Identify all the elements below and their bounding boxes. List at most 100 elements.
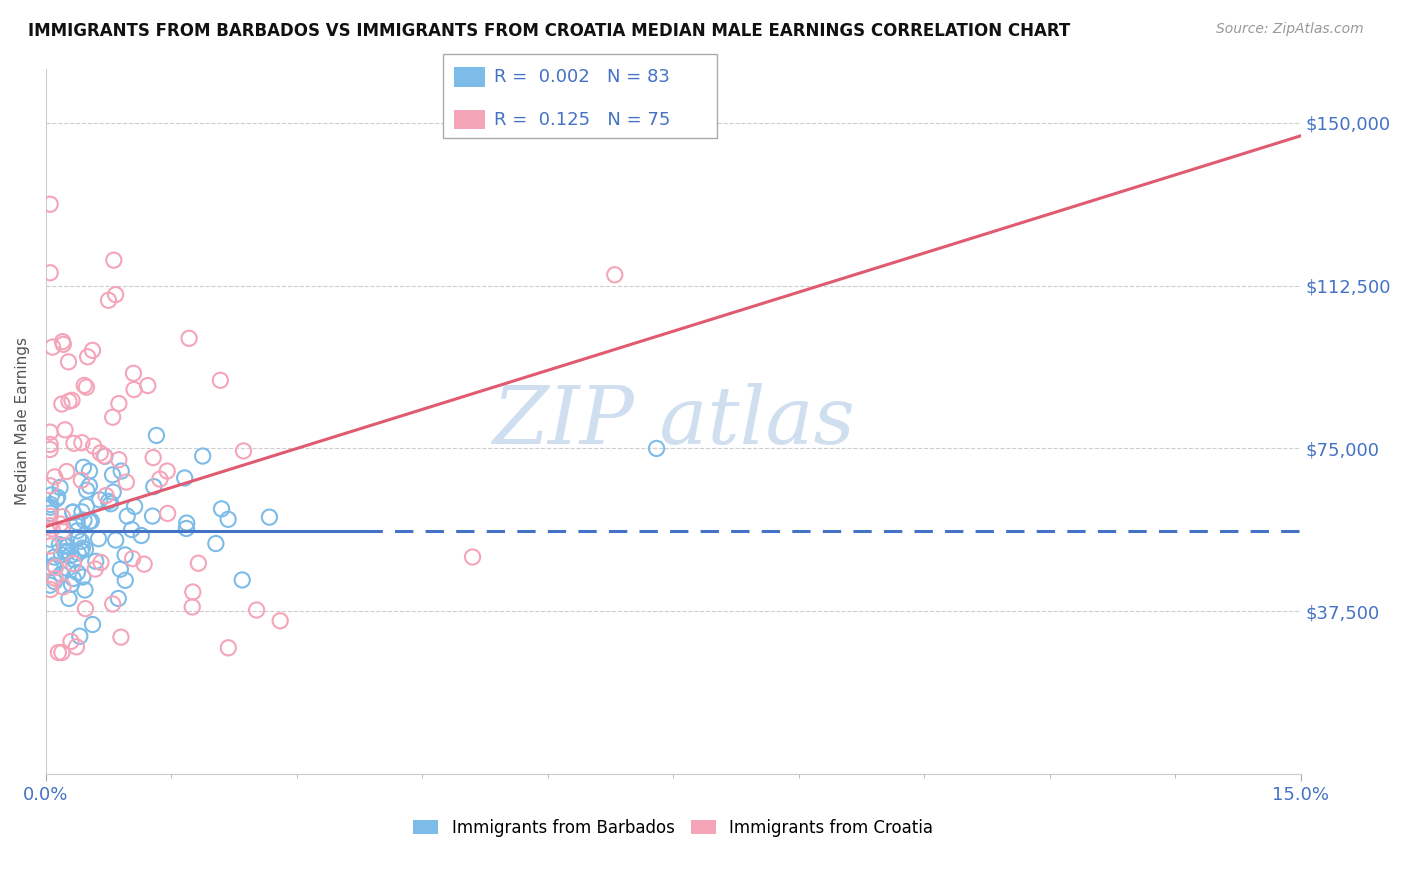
Point bbox=[191, 449, 214, 463]
Point bbox=[84, 554, 107, 568]
Point bbox=[136, 378, 159, 392]
Point bbox=[76, 483, 98, 498]
Point bbox=[39, 533, 62, 547]
Point bbox=[56, 540, 79, 554]
Point bbox=[51, 548, 73, 562]
Point bbox=[94, 450, 117, 464]
Point bbox=[100, 497, 122, 511]
Point bbox=[63, 436, 86, 450]
Point bbox=[209, 373, 232, 387]
Point bbox=[53, 423, 76, 437]
Legend: Immigrants from Barbados, Immigrants from Croatia: Immigrants from Barbados, Immigrants fro… bbox=[406, 812, 941, 843]
Point bbox=[51, 567, 73, 582]
Point bbox=[62, 572, 84, 586]
Point bbox=[173, 471, 195, 485]
Point bbox=[76, 350, 98, 364]
Point bbox=[53, 539, 76, 553]
Point bbox=[55, 545, 77, 559]
Point bbox=[97, 494, 120, 508]
Point bbox=[44, 574, 66, 589]
Point bbox=[60, 393, 83, 408]
Point bbox=[259, 510, 281, 524]
Point bbox=[124, 500, 146, 514]
Point bbox=[101, 597, 124, 611]
Point bbox=[114, 548, 136, 562]
Point bbox=[39, 560, 62, 574]
Point bbox=[79, 464, 101, 478]
Point bbox=[156, 507, 179, 521]
Point bbox=[103, 253, 125, 268]
Point bbox=[107, 591, 129, 606]
Point bbox=[76, 500, 98, 514]
Point bbox=[39, 479, 62, 493]
Point bbox=[114, 574, 136, 588]
Point bbox=[75, 542, 97, 557]
Point bbox=[48, 646, 70, 660]
Point bbox=[121, 551, 143, 566]
Point bbox=[51, 509, 73, 524]
Point bbox=[39, 197, 62, 211]
Point bbox=[89, 492, 111, 507]
Point bbox=[70, 544, 93, 558]
Point bbox=[82, 343, 104, 358]
Point bbox=[156, 464, 179, 478]
Point bbox=[72, 541, 94, 555]
Point bbox=[39, 506, 62, 520]
Text: R =  0.002   N = 83: R = 0.002 N = 83 bbox=[494, 68, 669, 86]
Text: IMMIGRANTS FROM BARBADOS VS IMMIGRANTS FROM CROATIA MEDIAN MALE EARNINGS CORRELA: IMMIGRANTS FROM BARBADOS VS IMMIGRANTS F… bbox=[28, 22, 1070, 40]
Point bbox=[187, 556, 209, 570]
Point bbox=[75, 380, 97, 394]
Point bbox=[110, 630, 132, 644]
Point bbox=[69, 629, 91, 643]
Point bbox=[39, 509, 62, 524]
Point bbox=[101, 410, 124, 425]
Point bbox=[59, 549, 82, 563]
Point bbox=[217, 512, 239, 526]
Point bbox=[94, 489, 117, 503]
Point bbox=[122, 366, 145, 380]
Point bbox=[58, 355, 80, 369]
Text: R =  0.125   N = 75: R = 0.125 N = 75 bbox=[494, 111, 669, 128]
Point bbox=[232, 443, 254, 458]
Point bbox=[58, 591, 80, 606]
Point bbox=[121, 523, 143, 537]
Point bbox=[66, 516, 89, 530]
Point bbox=[39, 442, 62, 457]
Point bbox=[246, 603, 269, 617]
Point bbox=[79, 515, 101, 529]
Point bbox=[176, 516, 198, 530]
Point bbox=[72, 570, 94, 584]
Point bbox=[115, 475, 138, 489]
Point bbox=[45, 560, 67, 574]
Point bbox=[51, 646, 73, 660]
Point bbox=[75, 601, 97, 615]
Point bbox=[70, 534, 93, 549]
Point bbox=[44, 550, 66, 565]
Point bbox=[48, 538, 70, 552]
Point bbox=[41, 522, 63, 536]
Point bbox=[45, 491, 67, 506]
Point bbox=[56, 561, 79, 575]
Point bbox=[66, 524, 89, 538]
Point bbox=[231, 573, 253, 587]
Point bbox=[62, 505, 84, 519]
Point bbox=[93, 449, 115, 463]
Point bbox=[84, 562, 107, 576]
Point bbox=[58, 394, 80, 409]
Point bbox=[89, 446, 111, 460]
Point bbox=[87, 532, 110, 546]
Point bbox=[51, 524, 73, 539]
Point bbox=[44, 558, 66, 573]
Point bbox=[73, 582, 96, 597]
Point bbox=[122, 383, 145, 397]
Point bbox=[269, 614, 291, 628]
Point bbox=[103, 485, 125, 500]
Point bbox=[110, 562, 132, 576]
Point bbox=[41, 488, 63, 502]
Point bbox=[177, 331, 200, 345]
Point bbox=[211, 501, 233, 516]
Point bbox=[51, 397, 73, 411]
Point bbox=[59, 634, 82, 648]
Point bbox=[145, 428, 167, 442]
Point bbox=[79, 479, 101, 493]
